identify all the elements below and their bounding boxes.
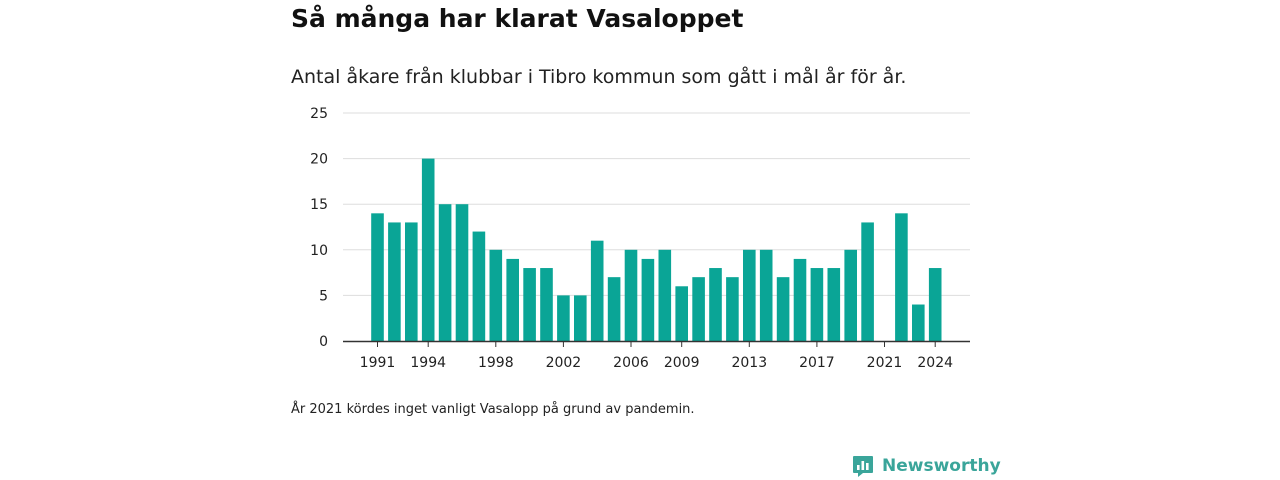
bar-2012: [726, 277, 739, 341]
gridlines: [343, 112, 970, 296]
bar-1991: [371, 213, 384, 341]
bar-2010: [692, 277, 705, 341]
bar-2018: [827, 268, 841, 341]
y-axis: 0 5 10 15 20 25: [310, 106, 328, 350]
bar-2005: [607, 277, 621, 341]
bar-1998: [489, 249, 503, 341]
bar-2004: [590, 240, 604, 341]
bar-2008: [658, 249, 672, 341]
footnote: År 2021 kördes inget vanligt Vasalopp på…: [291, 402, 695, 417]
y-tick-label: 5: [319, 288, 328, 304]
chart-title: Så många har klarat Vasaloppet: [291, 4, 744, 33]
bar-2003: [574, 295, 587, 341]
bar-2015: [776, 277, 790, 341]
bar-2013: [743, 249, 756, 341]
bar-2002: [557, 295, 570, 341]
x-tick-label: 2013: [731, 355, 767, 371]
y-tick-label: 25: [310, 106, 328, 122]
bar-2022: [895, 213, 908, 341]
x-tick-label: 1998: [478, 355, 514, 371]
bar-2016: [793, 258, 807, 341]
x-tick-label: 1991: [360, 355, 396, 371]
bar-2017: [810, 268, 824, 341]
x-tick-label: 2009: [664, 355, 700, 371]
y-tick-label: 0: [319, 334, 328, 350]
x-tick-label: 2017: [799, 355, 835, 371]
bar-2009: [675, 286, 688, 341]
brand-logo: Newsworthy: [852, 452, 1001, 480]
chart-subtitle: Antal åkare från klubbar i Tibro kommun …: [291, 66, 907, 88]
bar-1995: [438, 204, 452, 341]
bars: [371, 158, 942, 341]
bar-2007: [641, 258, 655, 341]
bar-1993: [405, 222, 418, 341]
x-tick-label: 1994: [410, 355, 446, 371]
bar-2001: [540, 268, 553, 341]
bar-1999: [506, 258, 519, 341]
bar-2011: [709, 268, 722, 341]
bar-2020: [861, 222, 874, 341]
bar-2000: [523, 268, 536, 341]
bar-2024: [928, 268, 942, 341]
bar-2019: [844, 249, 857, 341]
x-axis: 1991 1994 1998 2002 2006 2009 2013 2017 2021 2024: [360, 341, 953, 371]
x-tick-label: 2002: [546, 355, 582, 371]
bar-1997: [472, 231, 486, 341]
x-tick-label: 2024: [917, 355, 953, 371]
bar-1996: [455, 204, 469, 341]
y-tick-label: 10: [310, 243, 328, 259]
bar-1994: [421, 158, 435, 341]
x-tick-label: 2006: [613, 355, 649, 371]
y-tick-label: 15: [310, 197, 328, 213]
bar-1992: [388, 222, 401, 341]
bar-2014: [759, 249, 773, 341]
y-tick-label: 20: [310, 152, 328, 168]
bar-2006: [624, 249, 638, 341]
x-tick-label: 2021: [867, 355, 903, 371]
bar-2023: [912, 304, 925, 341]
brand-name: Newsworthy: [882, 456, 1001, 476]
newsworthy-logo-icon: [853, 456, 873, 477]
